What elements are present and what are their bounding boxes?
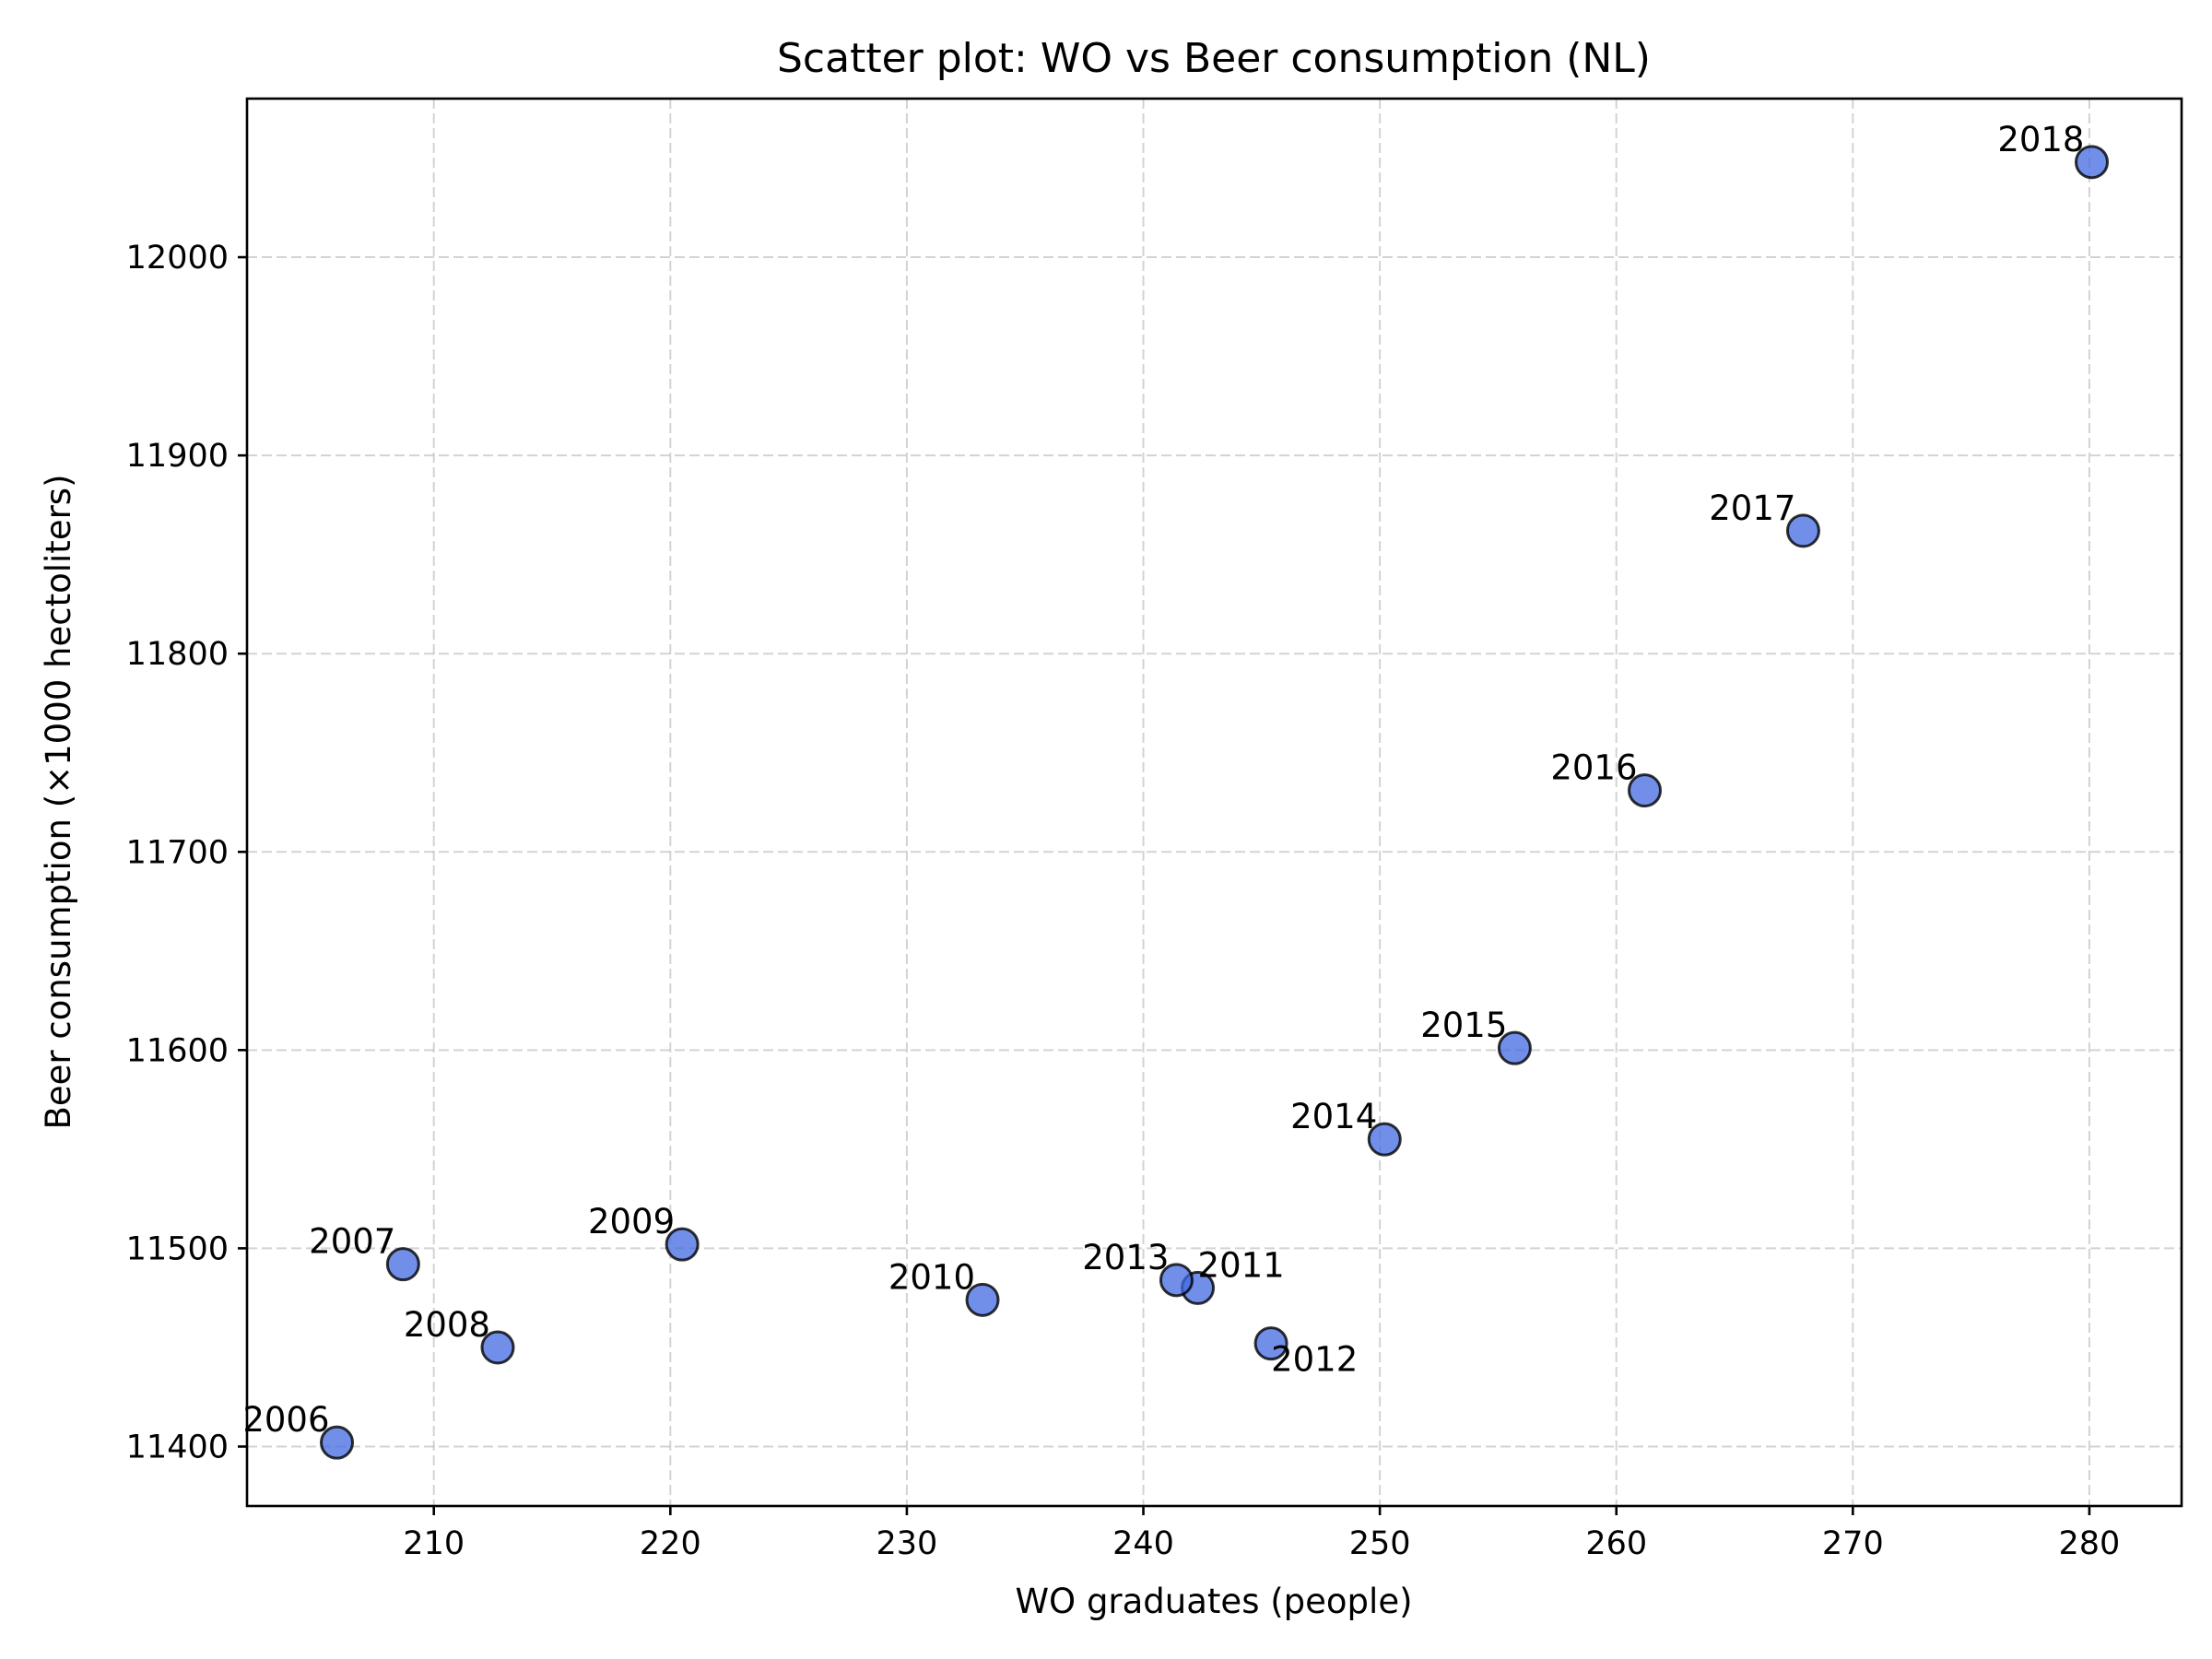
- y-tick-label: 12000: [126, 240, 229, 276]
- point-label: 2007: [309, 1222, 395, 1262]
- point-label: 2018: [1997, 120, 2084, 159]
- y-tick-label: 11800: [126, 636, 229, 673]
- data-points: [320, 145, 2109, 1460]
- scatter-point: [1159, 1263, 1194, 1298]
- point-labels: 2006 2007 2008 2009 2010 2011 2012 2013 2014 2015…: [242, 120, 2084, 1440]
- x-tick-label: 260: [1585, 1525, 1647, 1562]
- point-label: 2017: [1709, 488, 1795, 528]
- y-tick-label: 11400: [126, 1429, 229, 1465]
- scatter-point: [385, 1247, 420, 1282]
- y-tick-label: 11500: [126, 1230, 229, 1267]
- x-axis-label: WO graduates (people): [1015, 1582, 1412, 1621]
- point-label: 2015: [1420, 1006, 1507, 1045]
- x-tick-label: 270: [1822, 1525, 1884, 1562]
- scatter-point: [1628, 773, 1663, 808]
- axis-ticks: 210 220 230 240 250 260 270 280 11400 11500 11600 1…: [126, 240, 2121, 1562]
- chart-title: Scatter plot: WO vs Beer consumption (NL…: [777, 35, 1651, 82]
- point-label: 2009: [588, 1202, 675, 1241]
- point-label: 2008: [404, 1305, 490, 1345]
- scatter-point: [320, 1425, 355, 1460]
- x-tick-label: 240: [1112, 1525, 1174, 1562]
- x-tick-label: 280: [2059, 1525, 2121, 1562]
- scatter-point: [480, 1330, 515, 1365]
- scatter-point: [665, 1227, 700, 1262]
- point-label: 2010: [888, 1257, 975, 1297]
- plot-frame: [245, 97, 2183, 1508]
- y-tick-label: 11700: [126, 834, 229, 871]
- y-tick-label: 11900: [126, 438, 229, 475]
- point-label: 2014: [1290, 1097, 1377, 1136]
- scatter-point: [1367, 1122, 1402, 1157]
- point-label: 2011: [1198, 1245, 1285, 1285]
- point-label: 2006: [242, 1400, 329, 1440]
- x-tick-label: 220: [640, 1525, 701, 1562]
- point-label: 2013: [1082, 1238, 1169, 1277]
- x-tick-label: 230: [877, 1525, 938, 1562]
- scatter-point: [1497, 1030, 1532, 1065]
- y-axis-label: Beer consumption (×1000 hectoliters): [39, 474, 78, 1129]
- point-label: 2016: [1550, 748, 1637, 788]
- y-tick-label: 11600: [126, 1032, 229, 1069]
- scatter-point: [2074, 145, 2109, 180]
- x-tick-label: 210: [403, 1525, 465, 1562]
- scatter-point: [1785, 513, 1820, 548]
- grid-lines: [247, 99, 2182, 1506]
- scatter-point: [1253, 1326, 1288, 1361]
- x-tick-label: 250: [1349, 1525, 1411, 1562]
- point-label: 2012: [1271, 1340, 1358, 1380]
- scatter-point: [965, 1282, 1000, 1317]
